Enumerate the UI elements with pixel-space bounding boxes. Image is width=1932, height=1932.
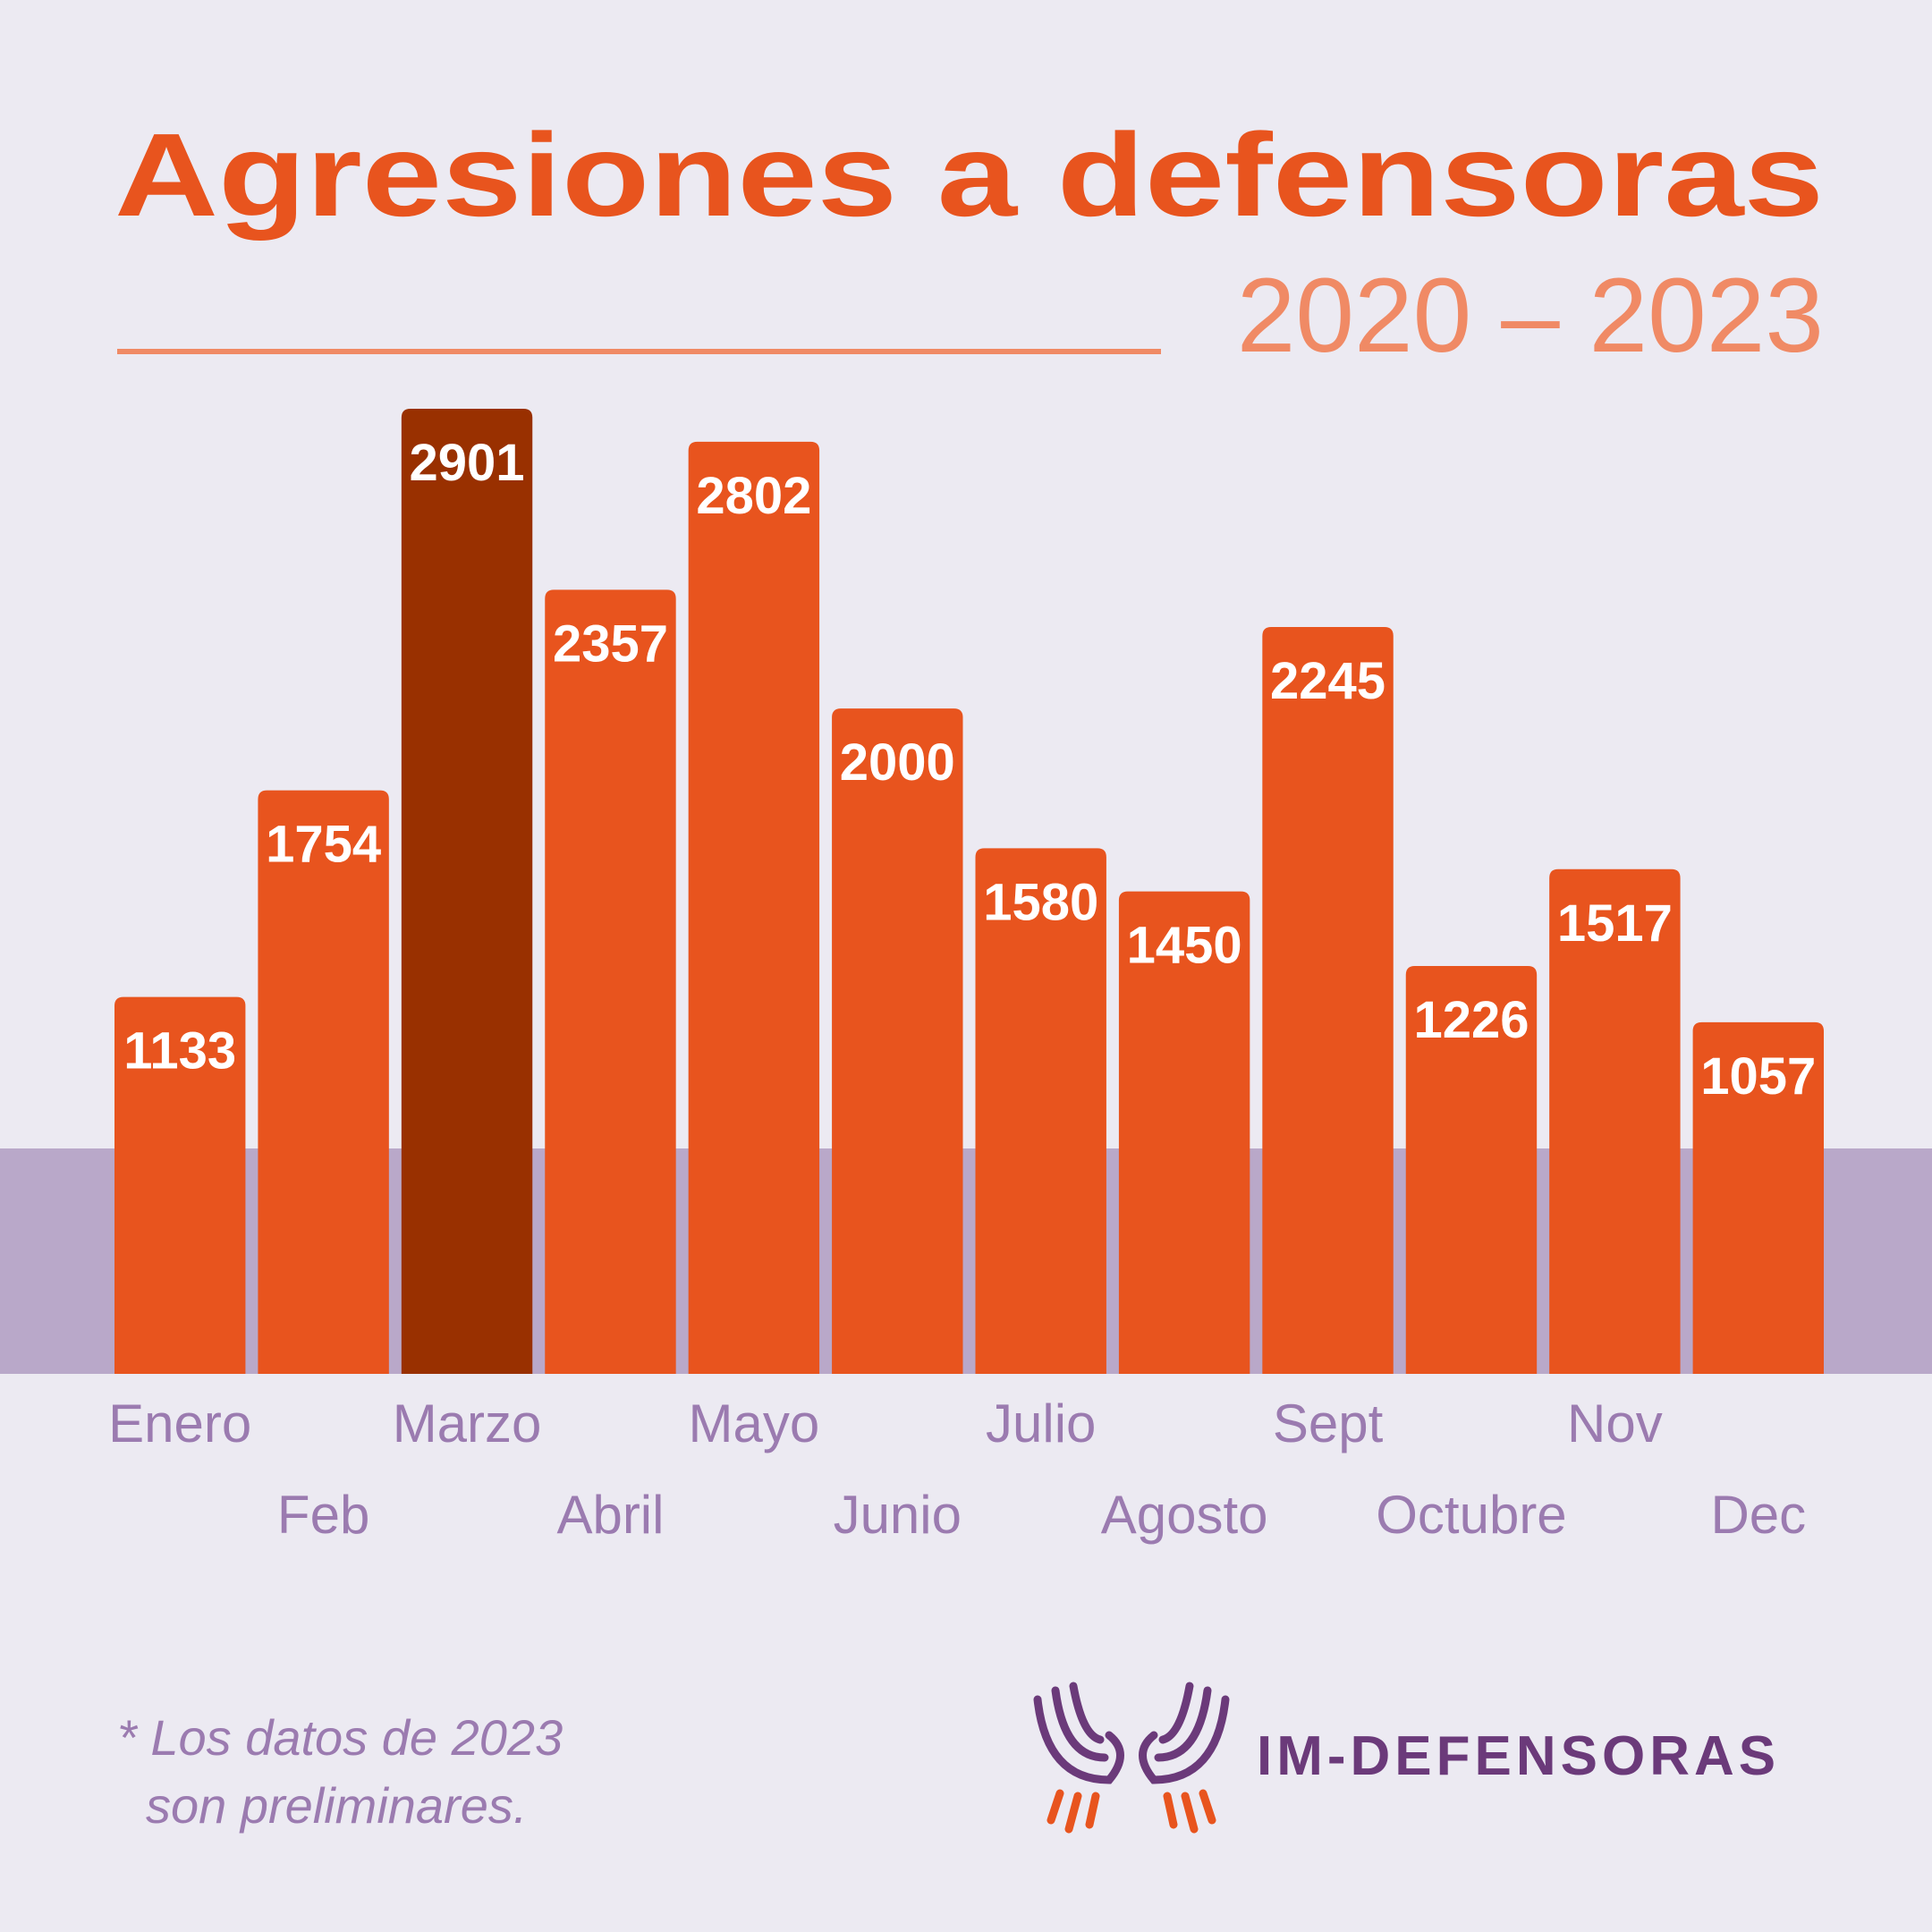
chart-subtitle: 2020 – 2023	[1237, 257, 1824, 375]
value-label: 1580	[983, 873, 1098, 931]
x-tick-label: Junio	[834, 1485, 962, 1545]
bar	[1262, 626, 1394, 1374]
footnote: * Los datos de 2023	[117, 1709, 563, 1766]
x-tick-label: Feb	[277, 1485, 369, 1545]
value-label: 2245	[1270, 652, 1385, 710]
bar	[545, 589, 676, 1374]
x-tick-label: Marzo	[393, 1394, 542, 1453]
value-label: 1133	[123, 1022, 236, 1080]
value-label: 1057	[1700, 1047, 1816, 1106]
value-label: 1517	[1557, 894, 1673, 953]
x-tick-label: Enero	[108, 1394, 251, 1453]
bar	[1692, 1021, 1824, 1374]
bar	[688, 441, 820, 1374]
value-label: 2000	[840, 733, 955, 792]
x-tick-label: Mayo	[689, 1394, 820, 1453]
value-label: 2901	[410, 434, 525, 492]
x-tick-label: Dec	[1710, 1485, 1806, 1545]
x-tick-label: Abril	[556, 1485, 664, 1545]
bar	[258, 790, 389, 1374]
x-tick-label: Julio	[986, 1394, 1096, 1453]
bar	[114, 996, 246, 1374]
bar	[832, 708, 963, 1374]
value-label: 1450	[1127, 917, 1242, 975]
value-label: 2357	[553, 614, 668, 673]
bars: 1133 Enero 1754 Feb 2901 Marzo 2357 Abril 2802 Ma…	[108, 409, 1824, 1545]
footnote: son preliminares.	[146, 1777, 527, 1834]
bar	[1118, 891, 1250, 1374]
value-label: 2802	[696, 467, 811, 525]
bar	[1549, 869, 1681, 1374]
x-tick-label: Agosto	[1101, 1485, 1268, 1545]
x-tick-label: Sept	[1273, 1394, 1384, 1453]
x-tick-label: Octubre	[1376, 1485, 1566, 1545]
logo-icon	[1033, 1682, 1230, 1834]
value-label: 1226	[1413, 991, 1529, 1049]
bar	[1405, 966, 1538, 1374]
bar	[401, 409, 533, 1374]
chart-title: Agresiones a defensoras	[114, 109, 1824, 241]
logo-text: IM-DEFENSORAS	[1257, 1725, 1780, 1787]
x-tick-label: Nov	[1567, 1394, 1663, 1453]
bar	[975, 848, 1106, 1374]
value-label: 1754	[266, 816, 381, 874]
